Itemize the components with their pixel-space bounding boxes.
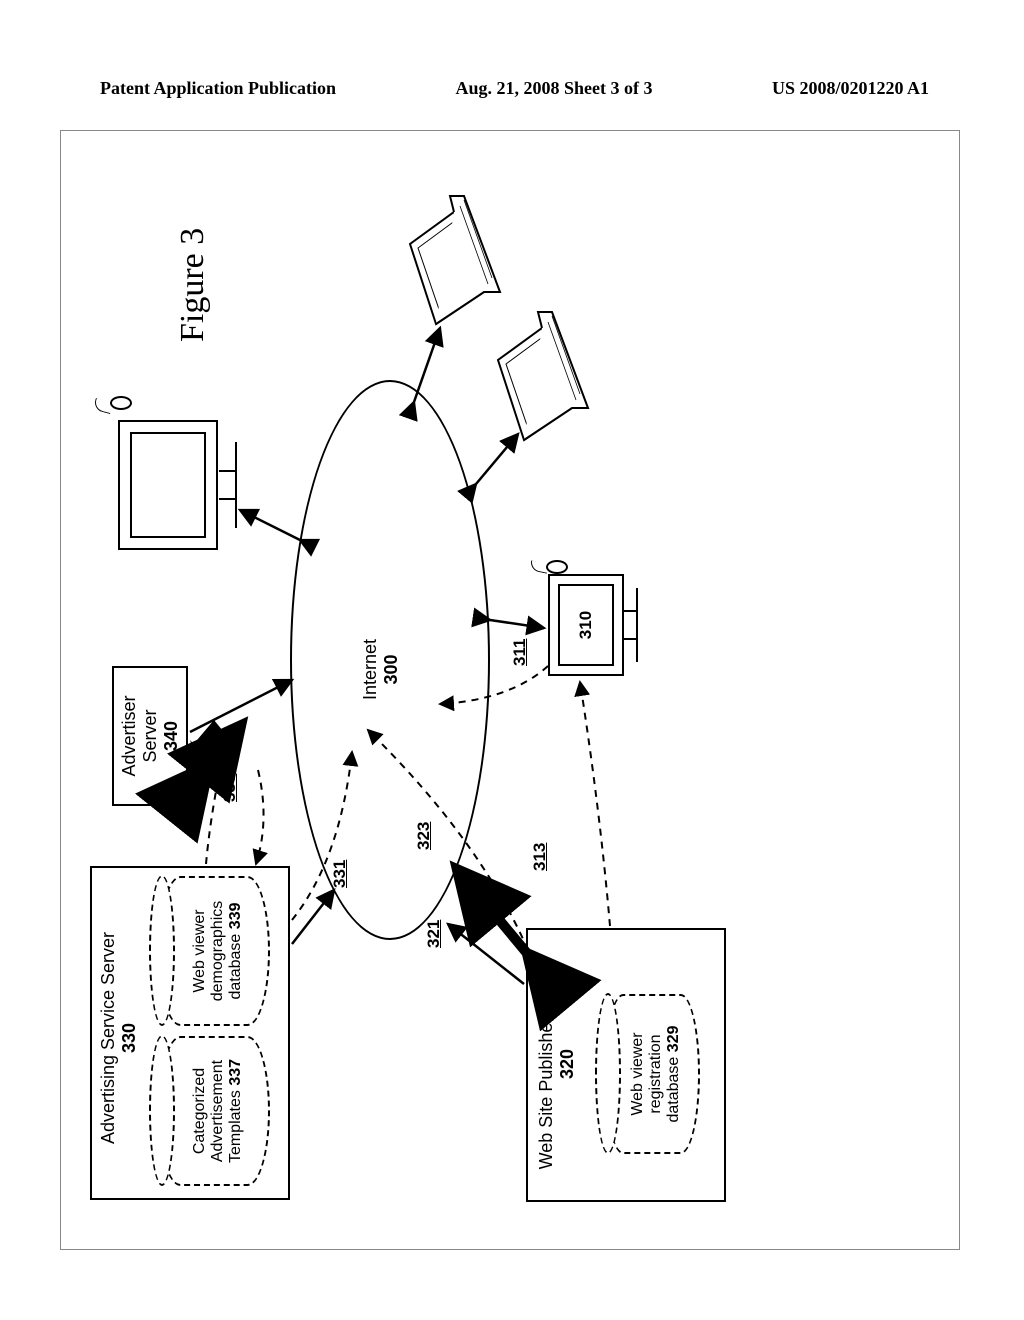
demo-db-ref: 339 <box>227 903 244 930</box>
reg-db-l3: database <box>665 1057 682 1123</box>
advertiser-ref: 340 <box>161 721 181 751</box>
demo-db-l1: Web viewer <box>191 909 208 992</box>
publisher-title: Web Site Publisher Server 320 <box>536 934 578 1194</box>
templates-db-ref: 337 <box>227 1059 244 1086</box>
edge-ref-323: 323 <box>414 822 434 850</box>
demographics-db-label: Web viewer demographics database 339 <box>160 878 268 1024</box>
desktop-b-stand <box>219 470 235 500</box>
templates-db-l1: Categorized <box>191 1068 208 1154</box>
registration-db-label: Web viewer registration database 329 <box>606 996 698 1152</box>
templates-db-l2: Advertisement <box>209 1060 226 1162</box>
advertiser-title: Advertiser <box>119 695 139 776</box>
edge-ref-331: 331 <box>330 860 350 888</box>
adserver-title-text: Advertising Service Server <box>98 932 118 1144</box>
client-monitor-base <box>636 588 638 662</box>
reg-db-ref: 329 <box>665 1026 682 1053</box>
demographics-db-icon: Web viewer demographics database 339 <box>158 876 270 1026</box>
desktop-b-screen <box>130 432 206 538</box>
figure-3-diagram: Figure 3 Internet 300 Advertising Servic… <box>80 140 950 1240</box>
edge-ref-321: 321 <box>424 920 444 948</box>
desktop-b-base <box>235 442 237 528</box>
adserver-ref: 330 <box>119 1023 139 1053</box>
header-left: Patent Application Publication <box>100 78 336 99</box>
internet-text: Internet <box>360 639 380 700</box>
reg-db-l1: Web viewer <box>629 1032 646 1115</box>
publisher-ref: 320 <box>557 1049 577 1079</box>
desktop-b-mouse-icon <box>110 396 132 410</box>
figure-label: Figure 3 <box>174 228 212 342</box>
advertiser-subtitle: Server <box>140 710 160 763</box>
edge-ref-313: 313 <box>530 843 550 871</box>
client-ref: 310 <box>576 611 596 639</box>
registration-db-icon: Web viewer registration database 329 <box>604 994 700 1154</box>
client-monitor-screen: 310 <box>558 584 614 666</box>
advertiser-server-box: Advertiser Server 340 <box>112 666 188 806</box>
figure-canvas: Figure 3 Internet 300 Advertising Servic… <box>60 130 960 1250</box>
internet-label: Internet 300 <box>360 639 402 700</box>
advertising-service-server-title: Advertising Service Server 330 <box>98 898 140 1178</box>
edge-ref-333: 333 <box>220 774 240 802</box>
client-mouse-icon <box>546 560 568 574</box>
demo-db-l2: demographics <box>209 901 226 1002</box>
header-center: Aug. 21, 2008 Sheet 3 of 3 <box>336 78 772 99</box>
client-monitor-stand <box>624 610 636 640</box>
templates-db-label: Categorized Advertisement Templates 337 <box>160 1038 268 1184</box>
templates-db-icon: Categorized Advertisement Templates 337 <box>158 1036 270 1186</box>
patent-header: Patent Application Publication Aug. 21, … <box>0 78 1024 99</box>
edge-ref-311: 311 <box>510 639 530 666</box>
demo-db-l3: database <box>227 934 244 1000</box>
internet-ref: 300 <box>381 654 401 684</box>
reg-db-l2: registration <box>647 1034 664 1113</box>
laptop-1-icon <box>498 312 588 440</box>
publisher-title-text: Web Site Publisher Server <box>536 959 556 1170</box>
templates-db-l3: Templates <box>227 1090 244 1163</box>
laptop-2-icon <box>410 196 500 324</box>
header-right: US 2008/0201220 A1 <box>772 78 929 99</box>
